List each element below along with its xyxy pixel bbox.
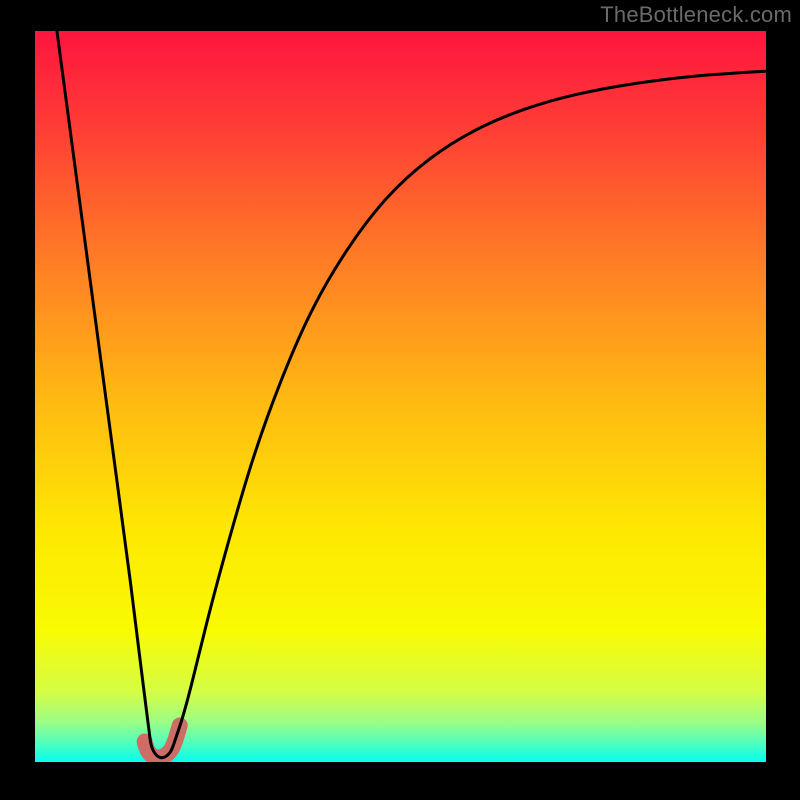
bottleneck-chart — [0, 0, 800, 800]
chart-root: TheBottleneck.com — [0, 0, 800, 800]
watermark-text: TheBottleneck.com — [600, 2, 792, 28]
chart-plot-background — [35, 31, 766, 762]
